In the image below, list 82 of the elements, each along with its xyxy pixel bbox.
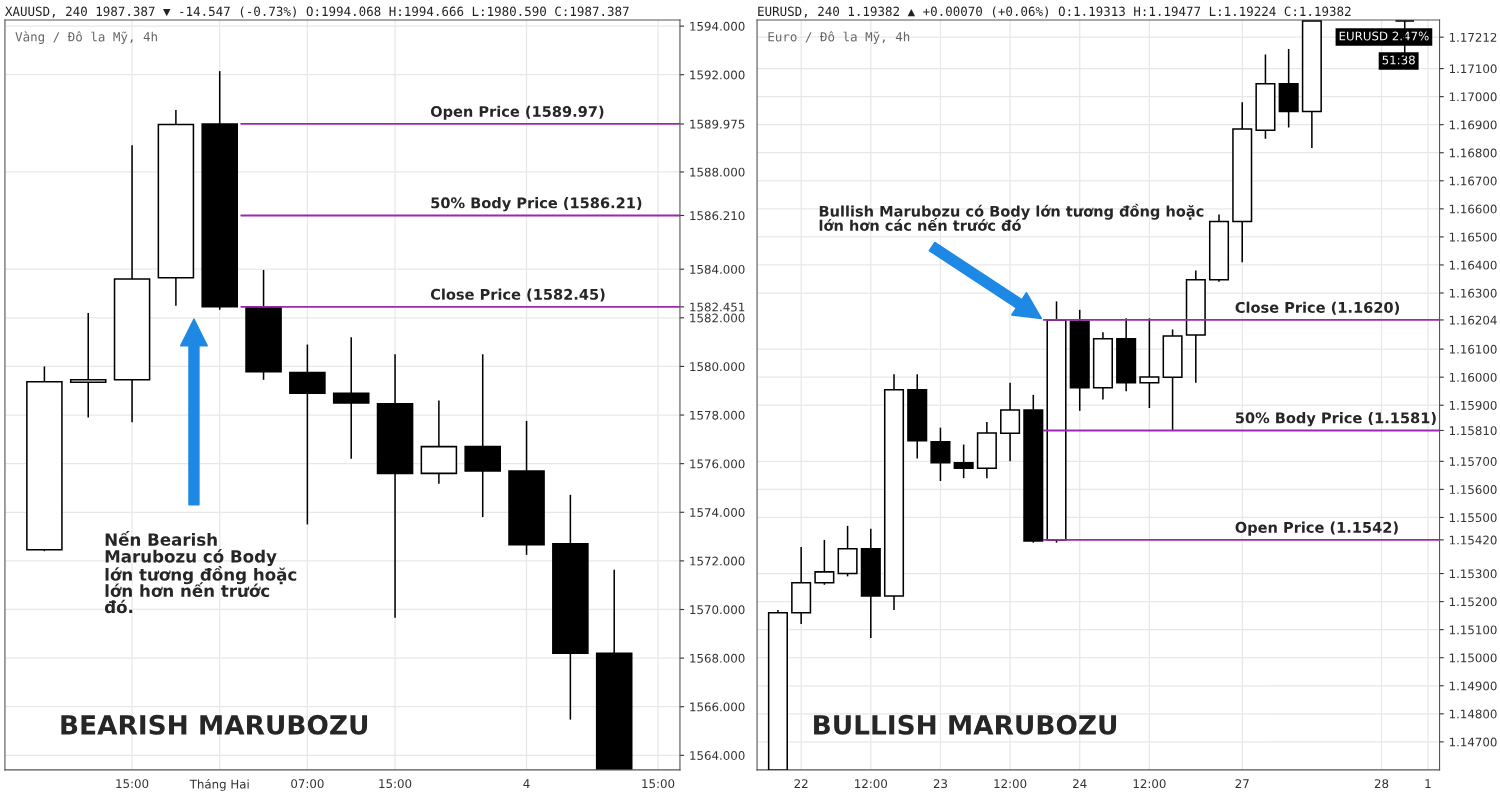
y-tick-label: 1572.000 — [690, 556, 745, 566]
y-tick-label: 1578.000 — [690, 410, 745, 420]
text: Euro / Đô la Mỹ, 4h — [768, 31, 910, 44]
y-tick-label: 1.15100 — [1449, 625, 1497, 635]
candlestick — [289, 343, 326, 526]
y-tick-label: 1580.000 — [690, 362, 745, 372]
y-tick-label: 1592.000 — [690, 70, 745, 80]
y-tick-label: 1.15810 — [1449, 426, 1497, 436]
y-tick-label: 1570.000 — [690, 605, 745, 615]
annotation: EURUSD 2.47% — [1339, 31, 1429, 41]
x-tick-label: 15:00 — [642, 779, 675, 789]
x-tick-label: 4 — [523, 779, 530, 788]
y-tick-label: 1.16100 — [1449, 344, 1497, 354]
y-tick-label: 1574.000 — [690, 507, 745, 517]
annotation: Bullish Marubozu có Body lớn tương đồng hoặc lớn hơn các nến trước đó — [819, 203, 1204, 231]
annotation: BULLISH MARUBOZU — [814, 714, 1117, 735]
y-tick-label: 1568.000 — [690, 653, 745, 663]
ref-line-label: Close Price (1582.45) — [430, 288, 605, 302]
y-tick-label: 1582.451 — [690, 302, 745, 312]
candlestick — [953, 443, 974, 479]
y-tick-label: 1588.000 — [690, 167, 745, 177]
y-tick-label: 1.16700 — [1449, 176, 1497, 186]
x-tick-label: 12:00 — [1133, 779, 1166, 789]
chart-title: XAUUSD, 240 1987.387 ▼ -14.547 (-0.73%) O:1994.068 H:1994.666 L:1980.590 C:1987.387 — [5, 6, 629, 18]
x-tick-label: 27 — [1235, 779, 1249, 788]
annotation: 51:38 — [1382, 55, 1415, 65]
y-tick-label: 1586.210 — [690, 211, 745, 221]
y-tick-label: 1584.000 — [690, 264, 745, 274]
ref-line-label: 50% Body Price (1.1581) — [1235, 412, 1436, 427]
y-tick-label: 1.15420 — [1449, 535, 1497, 545]
annotation: BEARISH MARUBOZU — [61, 714, 368, 735]
text: Vàng / Đô la Mỹ, 4h — [15, 31, 157, 44]
y-tick-label: 1.16600 — [1449, 204, 1497, 214]
candlestick — [930, 426, 951, 482]
y-tick-label: 1.14800 — [1449, 709, 1497, 719]
candlestick — [69, 312, 107, 419]
ref-line-label: Open Price (1.1542) — [1235, 521, 1398, 536]
x-tick-label: 07:00 — [291, 779, 324, 789]
y-tick-label: 1.17100 — [1449, 64, 1497, 74]
x-tick-label: 28 — [1374, 779, 1389, 789]
y-tick-label: 1589.975 — [690, 119, 745, 129]
x-tick-label: 1 — [1425, 779, 1431, 788]
chart-title: EURUSD, 240 1.19382 ▲ +0.00070 (+0.06%) O:1.19313 H:1.19477 L:1.19224 C:1.19382 — [758, 6, 1351, 18]
x-tick-label: 15:00 — [379, 779, 412, 789]
y-tick-label: 1582.000 — [690, 313, 745, 323]
y-tick-label: 1.14700 — [1449, 737, 1497, 747]
y-tick-label: 1.14900 — [1449, 681, 1497, 691]
x-tick-label: 23 — [933, 779, 948, 789]
candlestick — [332, 336, 370, 460]
x-tick-label: 22 — [794, 779, 808, 788]
ref-line-label: Open Price (1589.97) — [430, 105, 604, 120]
y-tick-label: 1.16800 — [1449, 148, 1497, 158]
x-tick-label: 15:00 — [116, 779, 149, 789]
y-tick-label: 1.17212 — [1449, 32, 1497, 42]
candlestick — [814, 539, 835, 586]
candlestick — [1000, 382, 1021, 463]
y-tick-label: 1.15600 — [1449, 485, 1497, 495]
annotation: Nến Bearish Marubozu có Body lớn tương đồng hoặc lớn hơn nến trước đó. — [104, 531, 297, 614]
y-tick-label: 1.15000 — [1449, 653, 1497, 663]
candlestick — [1139, 317, 1160, 409]
y-tick-label: 1.16900 — [1449, 120, 1497, 130]
x-tick-label: Tháng Hai — [189, 778, 249, 791]
y-tick-label: 1.16204 — [1449, 315, 1497, 325]
y-tick-label: 1.16400 — [1449, 260, 1497, 270]
ref-line-label: 50% Body Price (1586.21) — [431, 197, 642, 212]
y-tick-label: 1564.000 — [690, 751, 745, 760]
y-tick-label: 1594.000 — [690, 21, 745, 31]
y-tick-label: 1566.000 — [690, 702, 745, 712]
x-tick-label: 12:00 — [994, 779, 1027, 789]
y-tick-label: 1.15300 — [1449, 569, 1497, 579]
x-tick-label: 24 — [1073, 779, 1087, 788]
y-tick-label: 1.15900 — [1449, 400, 1497, 410]
y-tick-label: 1.15700 — [1449, 457, 1497, 466]
y-tick-label: 1.16300 — [1449, 288, 1497, 298]
y-tick-label: 1576.000 — [690, 459, 745, 469]
y-tick-label: 1.16500 — [1449, 232, 1497, 242]
y-tick-label: 1.15200 — [1449, 597, 1497, 607]
y-tick-label: 1.17000 — [1449, 92, 1497, 102]
y-tick-label: 1.15500 — [1449, 513, 1497, 523]
y-tick-label: 1.16000 — [1449, 372, 1497, 382]
x-tick-label: 12:00 — [855, 779, 888, 789]
ref-line-label: Close Price (1.1620) — [1235, 301, 1400, 315]
